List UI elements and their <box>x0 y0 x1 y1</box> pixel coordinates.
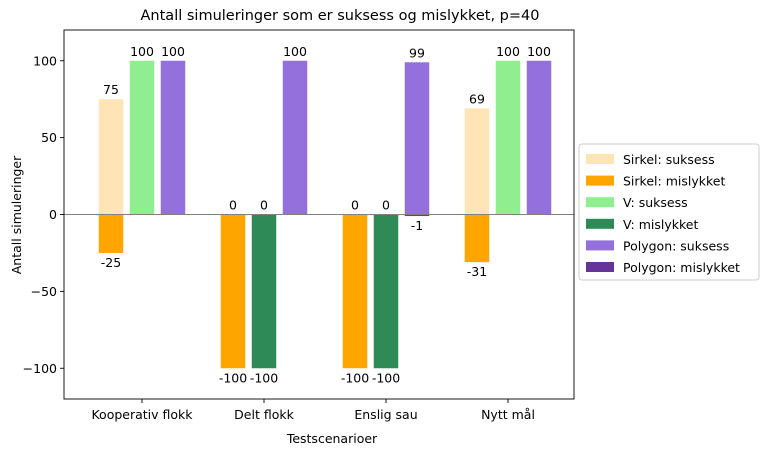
legend-label: V: suksess <box>623 195 688 210</box>
legend-swatch <box>586 175 614 186</box>
data-label-sirkel-success: 0 <box>229 198 237 213</box>
legend-swatch <box>586 262 614 272</box>
data-label-v-fail: -100 <box>250 370 278 385</box>
data-label-sirkel-success: 0 <box>351 198 359 213</box>
legend-label: Sirkel: suksess <box>623 152 715 167</box>
x-tick-label: Delt flokk <box>234 407 294 422</box>
bar-polygon-success <box>404 62 430 215</box>
data-label-polygon-success: 99 <box>409 45 425 60</box>
bar-v-success <box>495 60 521 215</box>
plot-area: 75 -25 0 -100 0 -100 69 -31 100 0 -100 0 -100 100 100 1… <box>23 29 575 422</box>
data-label-sirkel-success: 75 <box>103 82 119 97</box>
bar-sirkel-success <box>98 99 124 215</box>
data-label-sirkel-fail: -100 <box>219 370 247 385</box>
bar-polygon-fail <box>404 214 430 217</box>
bar-sirkel-fail <box>98 214 124 253</box>
y-tick-label: 100 <box>33 53 57 68</box>
bar-sirkel-fail <box>220 214 246 369</box>
y-tick-label: −50 <box>31 284 57 299</box>
data-label-polygon-fail: -1 <box>411 218 423 233</box>
legend-label: Polygon: mislykket <box>623 260 740 275</box>
x-tick-label: Nytt mål <box>481 407 535 422</box>
data-label-v-success: 100 <box>130 44 154 59</box>
legend-swatch <box>586 154 614 164</box>
bar-sirkel-fail <box>464 214 490 263</box>
data-label-polygon-success: 100 <box>161 44 185 59</box>
legend-label: Polygon: suksess <box>623 238 729 253</box>
y-tick-label: 50 <box>41 130 57 145</box>
data-label-polygon-success: 100 <box>527 44 551 59</box>
legend-swatch <box>586 197 614 208</box>
y-axis-label: Antall simuleringer <box>9 155 24 274</box>
bar-polygon-success <box>282 60 308 215</box>
data-label-v-success: 0 <box>382 198 390 213</box>
legend: Sirkel: suksess Sirkel: mislykket V: sukse… <box>578 143 760 281</box>
data-label-sirkel-fail: -31 <box>467 264 487 279</box>
legend-swatch <box>586 218 614 229</box>
legend-frame <box>578 143 760 281</box>
bar-sirkel-fail <box>342 214 368 369</box>
legend-label: Sirkel: mislykket <box>623 174 725 189</box>
bar-v-fail <box>251 214 277 369</box>
data-label-sirkel-success: 69 <box>469 91 485 106</box>
bar-polygon-success <box>160 60 186 215</box>
bar-v-success <box>129 60 155 215</box>
bar-v-fail <box>373 214 399 369</box>
x-axis-label: Testscenarioer <box>286 431 378 446</box>
bar-polygon-success <box>526 60 552 215</box>
legend-swatch <box>586 240 614 251</box>
legend-label: V: mislykket <box>623 217 698 232</box>
data-label-polygon-success: 100 <box>283 44 307 59</box>
data-label-v-success: 0 <box>260 198 268 213</box>
data-label-v-fail: -100 <box>372 370 400 385</box>
y-tick-label: −100 <box>23 361 57 376</box>
x-tick-label: Kooperativ flokk <box>91 407 193 422</box>
data-label-v-success: 100 <box>496 44 520 59</box>
data-label-sirkel-fail: -100 <box>341 370 369 385</box>
chart-title: Antall simuleringer som er suksess og mi… <box>141 8 540 24</box>
data-label-sirkel-fail: -25 <box>101 255 121 270</box>
x-tick-label: Enslig sau <box>354 407 417 422</box>
y-tick-label: 0 <box>49 207 57 222</box>
bar-sirkel-success <box>464 108 490 215</box>
